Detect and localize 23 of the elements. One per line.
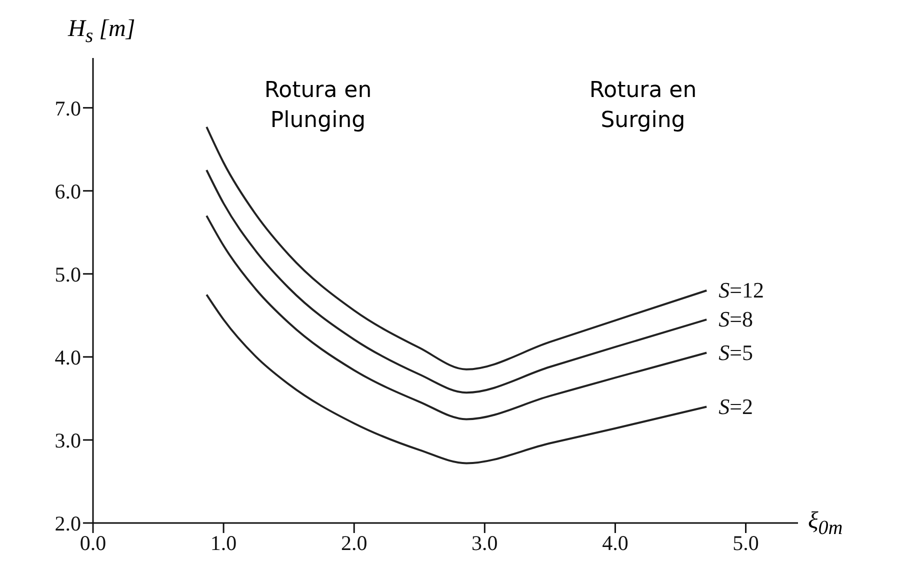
y-axis-title: H$_{s}$ [m]	[68, 16, 136, 47]
y-tick-label: 7.0	[54, 96, 81, 120]
line-series	[206, 169, 708, 394]
annotation: Rotura en Plunging	[263, 77, 373, 135]
series-label: S=12	[718, 278, 764, 302]
line-series	[206, 294, 708, 464]
x-axis-title: ξ$_{0m}$	[808, 508, 843, 539]
x-tick-label: 0.0	[80, 530, 106, 555]
y-tick-label: 3.0	[54, 428, 81, 452]
y-tick-label: 2.0	[54, 511, 81, 536]
annotation: Rotura en Surging	[588, 77, 698, 135]
series-label: S=5	[718, 340, 754, 365]
series-label: S=2	[718, 394, 754, 419]
x-tick-label: 1.0	[210, 530, 237, 555]
x-tick-label: 4.0	[602, 530, 628, 555]
y-tick-label: 6.0	[54, 179, 81, 204]
series-label: S=8	[718, 306, 754, 332]
y-tick-label: 5.0	[54, 262, 81, 286]
line-series	[206, 214, 708, 420]
x-tick-label: 3.0	[472, 530, 498, 555]
x-tick-label: 2.0	[340, 530, 368, 555]
x-tick-label: 5.0	[732, 530, 759, 555]
y-tick-label: 4.0	[54, 345, 81, 370]
